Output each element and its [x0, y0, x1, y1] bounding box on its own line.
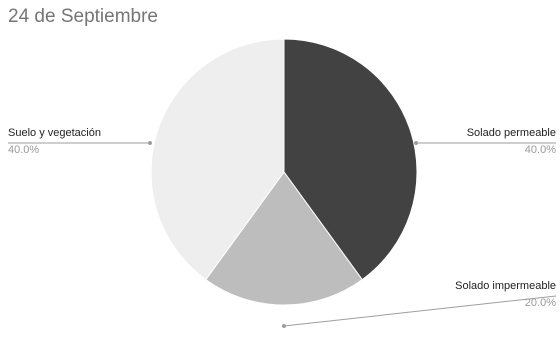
slice-value: 40.0%	[525, 144, 556, 156]
pie-slices	[150, 38, 418, 306]
pie-slice-solado-impermeable	[205, 171, 363, 306]
slice-label: Solado impermeable	[455, 280, 556, 292]
leader-dot	[148, 141, 152, 145]
chart-title: 24 de Septiembre	[8, 6, 158, 27]
leader-dot	[414, 141, 418, 145]
slice-value: 20.0%	[525, 297, 556, 309]
slice-label: Suelo y vegetación	[8, 127, 101, 139]
leader-line	[283, 295, 557, 327]
leader-dot	[282, 324, 286, 328]
slice-label: Solado permeable	[467, 127, 556, 139]
slice-value: 40.0%	[8, 144, 39, 156]
pie-slice-solado-permeable	[283, 38, 418, 281]
slice-labels: Solado permeable 40.0% Solado impermeable 2…	[8, 127, 556, 309]
leader-lines	[8, 141, 557, 328]
pie-slice-suelo-y-vegetaci-n	[150, 38, 285, 281]
